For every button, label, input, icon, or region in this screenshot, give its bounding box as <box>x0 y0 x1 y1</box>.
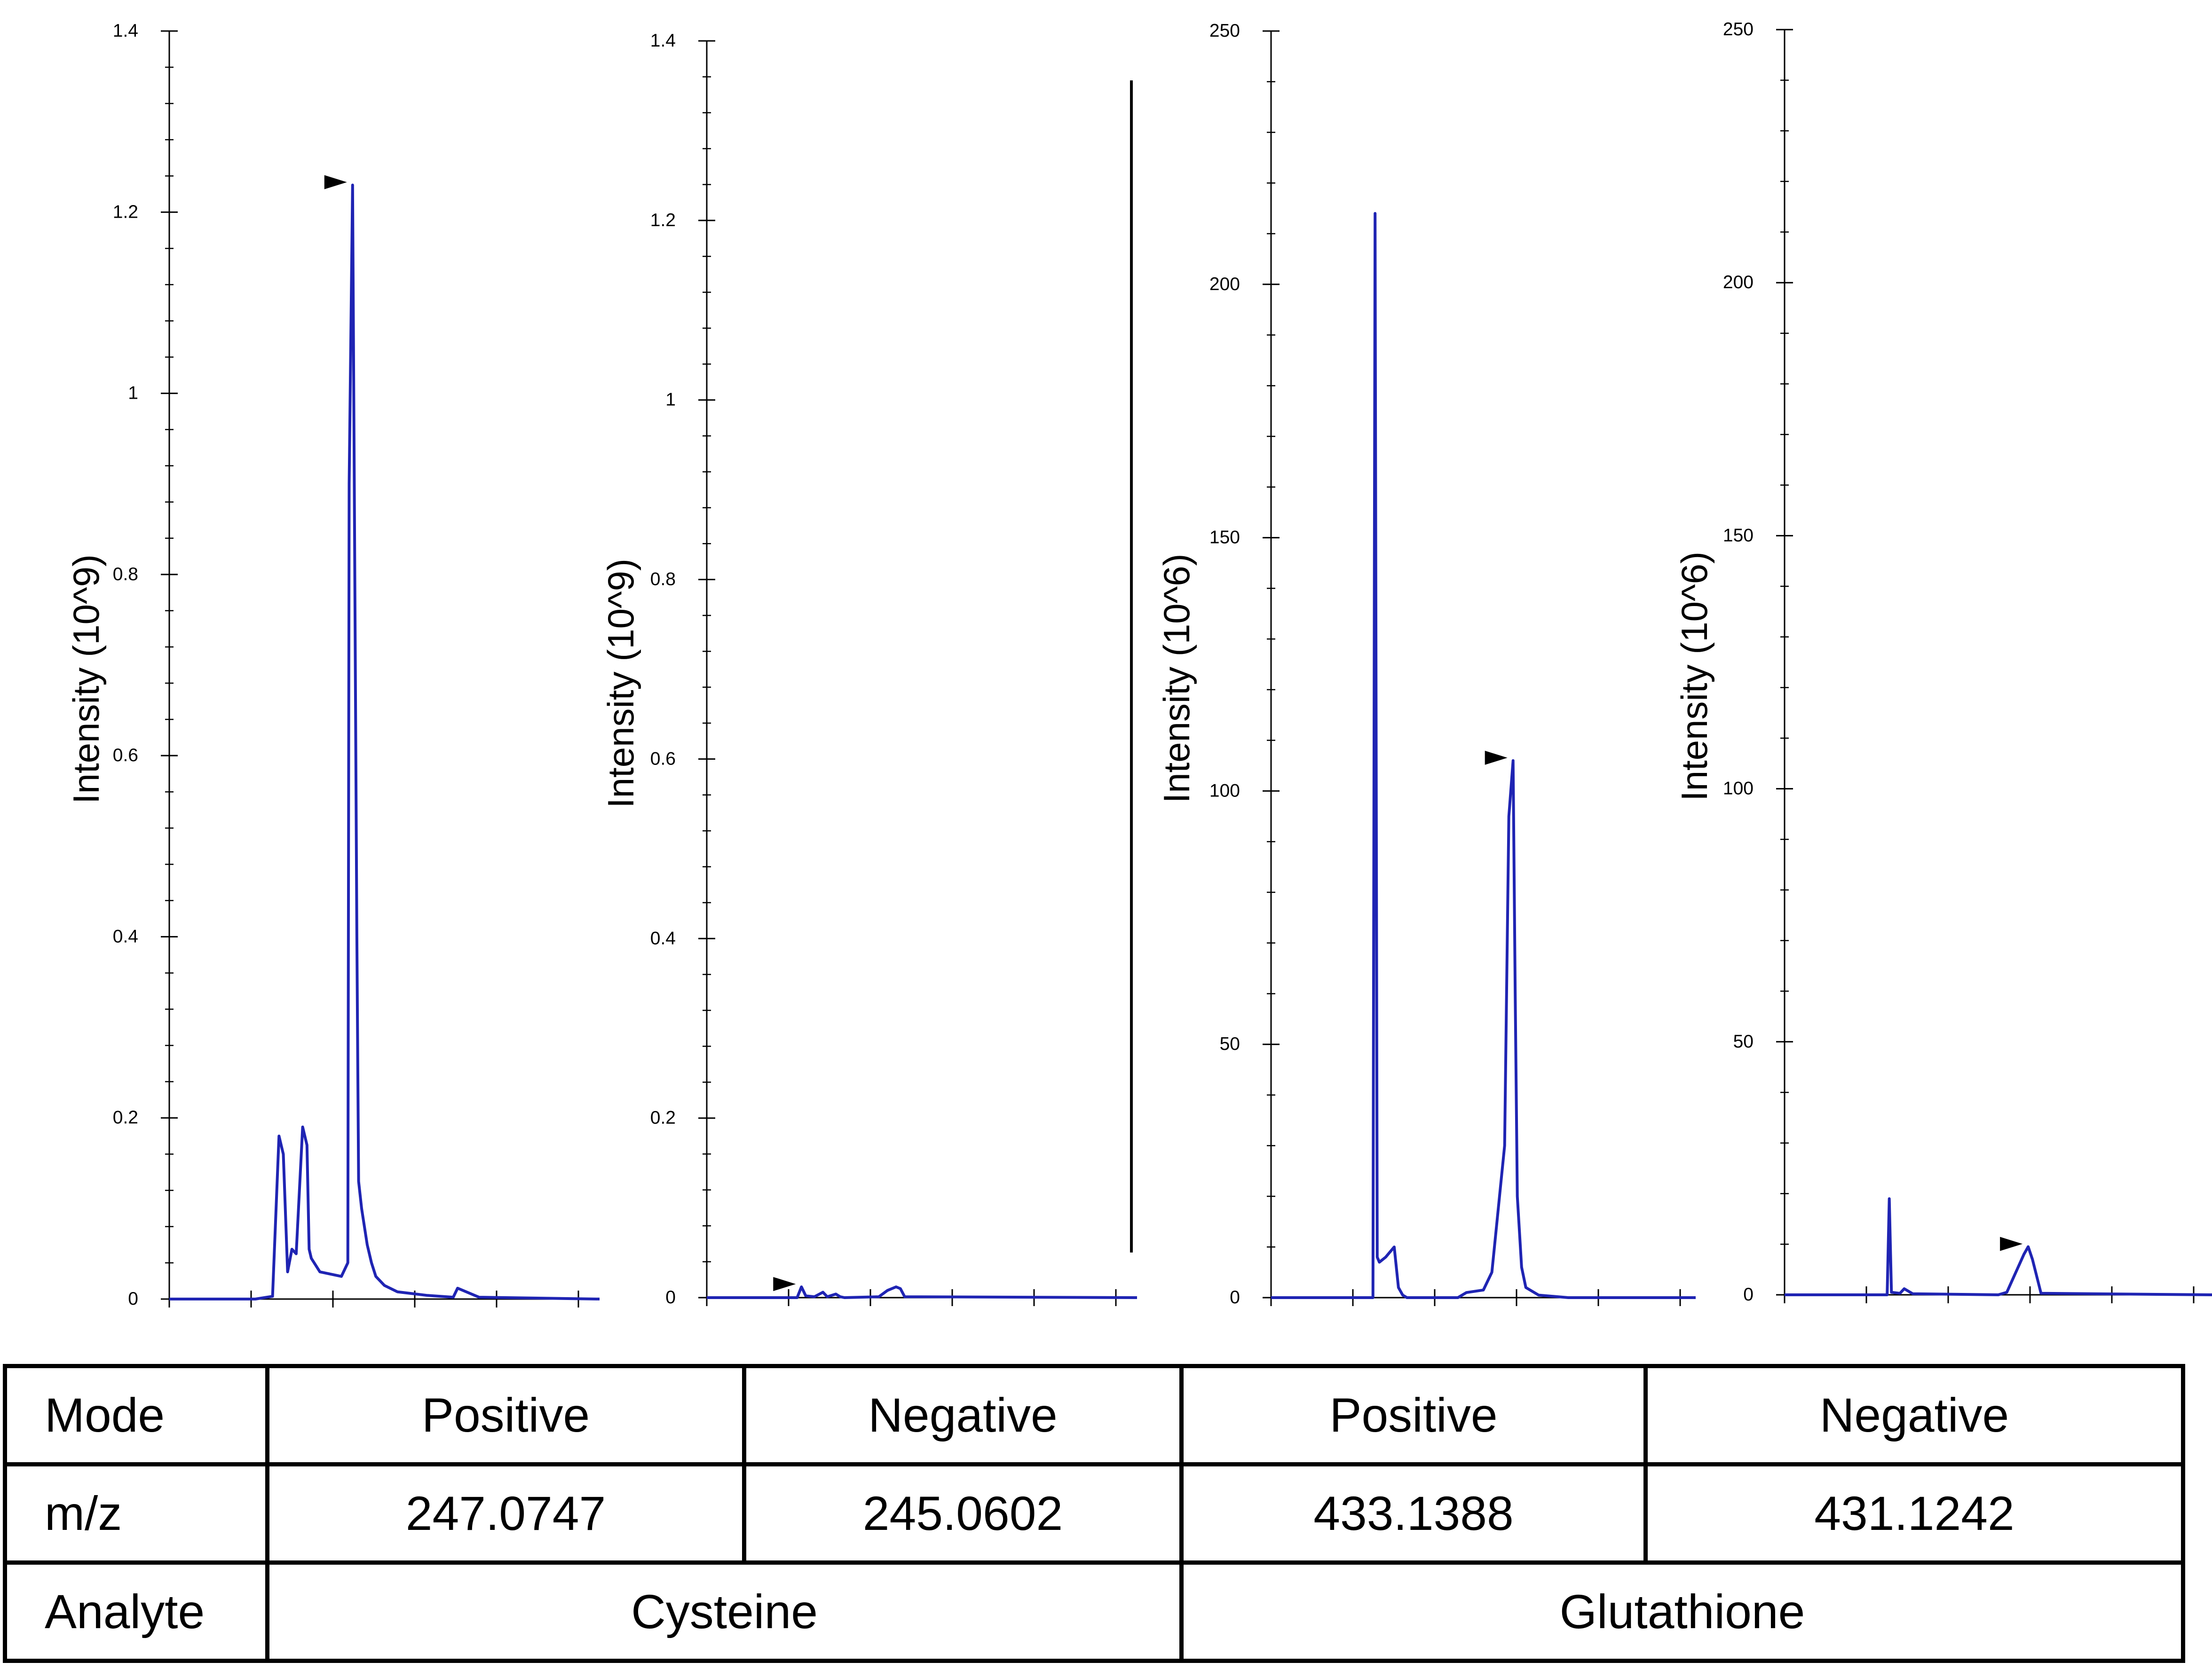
analyte-cell-glutathione: Glutathione <box>1179 1560 2185 1663</box>
peak-marker-icon <box>2000 1237 2023 1251</box>
y-tick-label: 250 <box>1723 19 1754 39</box>
y-tick-label: 0.8 <box>650 569 676 590</box>
chromatogram-panels: 0 0.2 0.4 0.6 0.8 1 1.2 1.4 Intensity (10^9) 0 0.2… <box>65 19 2212 1309</box>
y-tick-label: 200 <box>1723 272 1754 292</box>
analyte-header: Analyte <box>3 1560 269 1663</box>
y-axis-title: Intensity (10^6) <box>1156 554 1197 803</box>
mode-cell: Negative <box>742 1364 1184 1466</box>
mz-cell: 247.0747 <box>265 1462 746 1565</box>
y-axis-title: Intensity (10^9) <box>600 559 641 808</box>
table-row-mz: m/z 247.0747 245.0602 433.1388 431.1242 <box>3 1462 2185 1565</box>
mz-cell: 431.1242 <box>1643 1462 2185 1565</box>
y-tick-label: 0 <box>665 1287 676 1308</box>
y-tick-label: 0.2 <box>113 1108 138 1128</box>
y-tick-label: 0.6 <box>650 748 676 769</box>
chromatogram-trace <box>707 1285 1138 1299</box>
peak-marker-icon <box>773 1277 796 1292</box>
y-tick-label: 0.8 <box>113 564 138 584</box>
chromatogram-trace <box>1271 212 1696 1299</box>
table-row-mode: Mode Positive Negative Positive Negative <box>3 1364 2185 1466</box>
y-tick-label: 200 <box>1209 274 1240 294</box>
chromatogram-trace <box>169 183 600 1300</box>
y-tick-label: 50 <box>1220 1034 1240 1054</box>
y-tick-label: 150 <box>1209 528 1240 548</box>
mz-cell: 245.0602 <box>742 1462 1184 1565</box>
y-tick-label: 1.4 <box>113 21 138 41</box>
y-tick-label: 1.2 <box>113 202 138 222</box>
peak-marker-icon <box>324 175 347 189</box>
table-row-analyte: Analyte Cysteine Glutathione <box>3 1560 2185 1663</box>
mode-cell: Positive <box>1179 1364 1648 1466</box>
y-tick-label: 0.2 <box>650 1108 676 1128</box>
chromatogram-trace <box>1785 1197 2212 1296</box>
y-tick-label: 1.2 <box>650 210 676 230</box>
mz-cell: 433.1388 <box>1179 1462 1648 1565</box>
mode-header: Mode <box>3 1364 269 1466</box>
y-tick-label: 0 <box>1230 1287 1240 1308</box>
mode-cell: Negative <box>1643 1364 2185 1466</box>
y-tick-label: 0 <box>128 1289 138 1309</box>
mode-cell: Positive <box>265 1364 746 1466</box>
y-tick-label: 150 <box>1723 525 1754 545</box>
analyte-cell-cysteine: Cysteine <box>265 1560 1184 1663</box>
y-tick-label: 100 <box>1209 780 1240 801</box>
y-tick-label: 1.4 <box>650 31 676 51</box>
y-tick-label: 0.4 <box>650 928 676 948</box>
mz-header: m/z <box>3 1462 269 1565</box>
y-tick-label: 1 <box>128 383 138 403</box>
y-tick-label: 0 <box>1743 1284 1754 1305</box>
peak-marker-icon <box>1485 750 1508 765</box>
y-tick-label: 0.6 <box>113 745 138 765</box>
y-tick-label: 50 <box>1733 1032 1754 1052</box>
y-tick-label: 100 <box>1723 779 1754 799</box>
y-tick-label: 1 <box>665 390 676 410</box>
y-tick-label: 0.4 <box>113 926 138 946</box>
y-axis-title: Intensity (10^9) <box>65 554 107 804</box>
y-axis-title: Intensity (10^6) <box>1674 551 1715 801</box>
y-tick-label: 250 <box>1209 21 1240 41</box>
summary-table: Mode Positive Negative Positive Negative… <box>3 1364 2185 1663</box>
